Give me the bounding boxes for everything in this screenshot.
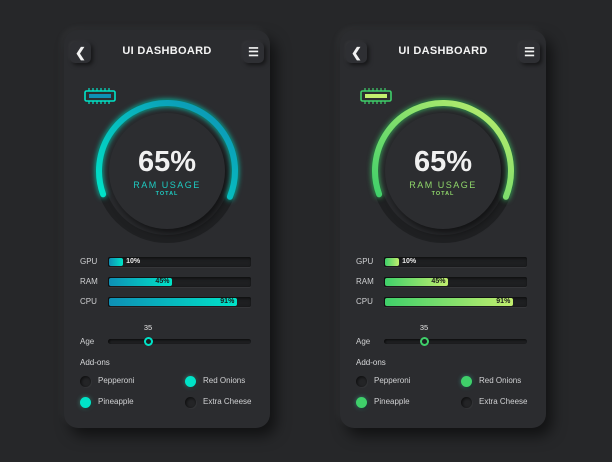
bar-value: 45% — [431, 278, 446, 285]
gauge-progress-arc — [372, 100, 514, 200]
cpu-bar-row: CPU 91% — [80, 296, 252, 308]
slider-label: Age — [356, 337, 371, 346]
bar-label: RAM — [356, 277, 374, 286]
back-button[interactable]: ❮ — [70, 42, 91, 63]
age-slider-thumb[interactable] — [419, 337, 429, 346]
radio-label: Pineapple — [374, 397, 410, 406]
age-slider-track[interactable] — [108, 339, 251, 344]
radio-label: Extra Cheese — [203, 397, 252, 406]
radio-indicator[interactable] — [461, 397, 472, 408]
bar-value: 10% — [126, 258, 141, 265]
gauge-ring — [371, 99, 515, 243]
gauge-sublabel: TOTAL — [155, 191, 179, 197]
ram-bar-fill: 45% — [385, 278, 449, 286]
cpu-bar-fill: 91% — [385, 298, 514, 306]
gauge-inner-disc — [385, 113, 501, 229]
ram-usage-gauge: 65% RAM USAGE TOTAL — [84, 88, 250, 254]
ram-bar-track: 45% — [384, 277, 527, 287]
gauge-progress-arc — [96, 100, 238, 200]
cpu-bar-row: CPU 91% — [356, 296, 528, 308]
gpu-bar-track: 10% — [108, 257, 251, 267]
page-title: UI DASHBOARD — [122, 45, 212, 57]
bar-value: 10% — [402, 258, 417, 265]
radio-label: Pepperoni — [98, 376, 135, 385]
radio-label: Red Onions — [479, 376, 522, 385]
ram-bar-fill: 45% — [109, 278, 173, 286]
ram-bar-row: RAM 45% — [356, 276, 528, 288]
radio-label: Red Onions — [203, 376, 246, 385]
gauge-inner-disc — [109, 113, 225, 229]
radio-label: Pineapple — [98, 397, 134, 406]
age-slider-row: Age 35 — [356, 323, 528, 349]
menu-button[interactable]: ☰ — [519, 42, 540, 63]
ram-bar-track: 45% — [108, 277, 251, 287]
ram-usage-gauge: 65% RAM USAGE TOTAL — [360, 88, 526, 254]
gauge-ring — [95, 99, 239, 243]
gauge-sublabel: TOTAL — [431, 191, 455, 197]
slider-value: 35 — [143, 323, 153, 332]
gpu-bar-fill: 10% — [109, 258, 140, 266]
cpu-bar-fill: 91% — [109, 298, 238, 306]
dashboard-card-green: ❮ UI DASHBOARD ☰ — [340, 30, 546, 428]
gauge-value: 65% — [137, 146, 197, 178]
age-slider-track[interactable] — [384, 339, 527, 344]
radio-indicator[interactable] — [185, 397, 196, 408]
cpu-bar-track: 91% — [384, 297, 527, 307]
radio-label: Pepperoni — [374, 376, 411, 385]
back-button[interactable]: ❮ — [346, 42, 367, 63]
addons-title: Add-ons — [356, 358, 386, 367]
gpu-bar-fill: 10% — [385, 258, 416, 266]
hamburger-menu-icon: ☰ — [524, 45, 535, 59]
radio-indicator[interactable] — [356, 376, 367, 387]
gpu-bar-row: GPU 10% — [356, 256, 528, 268]
hamburger-menu-icon: ☰ — [248, 45, 259, 59]
gauge-label: RAM USAGE — [409, 180, 477, 190]
top-bar: ❮ UI DASHBOARD ☰ — [70, 42, 264, 64]
radio-label: Extra Cheese — [479, 397, 528, 406]
ram-chip-icon — [84, 88, 116, 104]
dashboard-card-teal: ❮ UI DASHBOARD ☰ — [64, 30, 270, 428]
age-slider-thumb[interactable] — [143, 337, 153, 346]
slider-value: 35 — [419, 323, 429, 332]
addons-title: Add-ons — [80, 358, 110, 367]
radio-indicator[interactable] — [80, 376, 91, 387]
age-slider-row: Age 35 — [80, 323, 252, 349]
radio-indicator[interactable] — [185, 376, 196, 387]
top-bar: ❮ UI DASHBOARD ☰ — [346, 42, 540, 64]
gpu-bar-row: GPU 10% — [80, 256, 252, 268]
gpu-bar-track: 10% — [384, 257, 527, 267]
slider-label: Age — [80, 337, 95, 346]
chevron-left-icon: ❮ — [75, 45, 86, 60]
gauge-value: 65% — [413, 146, 473, 178]
bar-label: CPU — [80, 297, 97, 306]
menu-button[interactable]: ☰ — [243, 42, 264, 63]
gauge-label: RAM USAGE — [133, 180, 201, 190]
bar-label: RAM — [80, 277, 98, 286]
page-title: UI DASHBOARD — [398, 45, 488, 57]
bar-label: CPU — [356, 297, 373, 306]
bar-value: 45% — [155, 278, 170, 285]
bar-value: 91% — [220, 298, 235, 305]
ram-bar-row: RAM 45% — [80, 276, 252, 288]
radio-indicator[interactable] — [80, 397, 91, 408]
ram-chip-icon — [360, 88, 392, 104]
chevron-left-icon: ❮ — [351, 45, 362, 60]
cpu-bar-track: 91% — [108, 297, 251, 307]
bar-label: GPU — [356, 257, 374, 266]
radio-indicator[interactable] — [461, 376, 472, 387]
bar-value: 91% — [496, 298, 511, 305]
radio-indicator[interactable] — [356, 397, 367, 408]
bar-label: GPU — [80, 257, 98, 266]
